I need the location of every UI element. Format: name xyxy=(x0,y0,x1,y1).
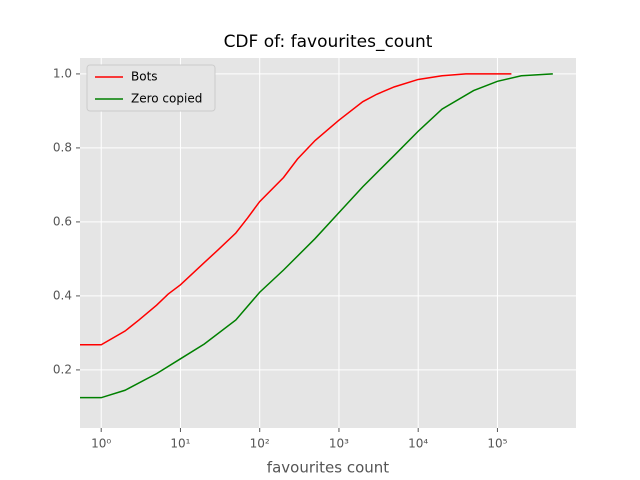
y-tick-label: 0.6 xyxy=(53,214,72,228)
x-tick-label: 10⁴ xyxy=(408,437,428,451)
x-tick-label: 10⁵ xyxy=(487,437,507,451)
y-tick-label: 0.4 xyxy=(53,288,72,302)
x-tick-label: 10¹ xyxy=(170,437,190,451)
y-tick-label: 0.8 xyxy=(53,140,72,154)
legend-label: Zero copied xyxy=(131,92,202,106)
legend: Bots Zero copied xyxy=(86,64,216,112)
y-tick-label: 0.2 xyxy=(53,362,72,376)
plot-area xyxy=(80,58,576,428)
legend-label: Bots xyxy=(131,70,158,84)
x-tick-label: 10⁰ xyxy=(91,437,111,451)
x-tick-label: 10³ xyxy=(329,437,349,451)
series-line xyxy=(80,73,553,399)
x-tick-label: 10² xyxy=(250,437,270,451)
y-tick-label: 1.0 xyxy=(53,66,72,80)
x-axis-label: favourites count xyxy=(267,459,389,477)
chart-title: CDF of: favourites_count xyxy=(224,32,433,52)
series-line xyxy=(80,73,512,346)
lines xyxy=(80,73,553,399)
